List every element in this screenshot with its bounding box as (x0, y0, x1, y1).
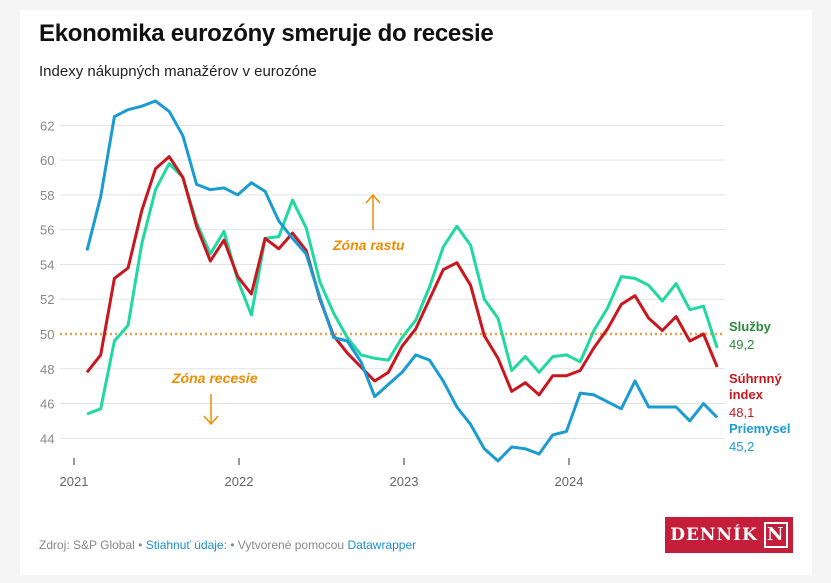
arrow-down-icon (203, 394, 219, 426)
series-line-Súhrnný index (85, 155, 719, 397)
created-text: • Vytvorené pomocou (226, 538, 348, 552)
y-tick-label: 54 (40, 257, 54, 272)
y-tick-label: 56 (40, 223, 54, 238)
footer: Zdroj: S&P Global • Stiahnuť údaje: • Vy… (39, 538, 416, 552)
y-tick-label: 58 (40, 188, 54, 203)
series-last-value: 49,2 (729, 337, 754, 352)
annotation-growth-zone: Zóna rastu (332, 237, 405, 253)
y-tick-label: 50 (40, 327, 54, 342)
annotation-recession-zone: Zóna recesie (171, 370, 258, 386)
series-last-value: 48,1 (729, 405, 754, 420)
y-tick-label: 48 (40, 362, 54, 377)
download-data-link[interactable]: Stiahnuť údaje: (145, 538, 227, 552)
y-tick-label: 52 (40, 292, 54, 307)
x-tick-label: 2021 (60, 474, 89, 489)
arrow-up-icon (365, 193, 381, 230)
x-tick-label: 2022 (225, 474, 254, 489)
y-tick-label: 62 (40, 118, 54, 133)
series-label: index (729, 387, 764, 402)
series-line-Priemysel (85, 99, 719, 463)
source-text: Zdroj: S&P Global • (39, 538, 146, 552)
dennik-n-logo: DENNÍK N (665, 517, 793, 553)
y-tick-label: 46 (40, 397, 54, 412)
chart-subtitle: Indexy nákupných manažérov v eurozóne (39, 63, 317, 80)
y-tick-label: 44 (40, 431, 54, 446)
series-last-value: 45,2 (729, 439, 754, 454)
logo-text: DENNÍK (670, 525, 758, 545)
series-label: Služby (729, 319, 772, 334)
series-label: Priemysel (729, 421, 790, 436)
x-tick-label: 2023 (390, 474, 419, 489)
datawrapper-link[interactable]: Datawrapper (347, 538, 417, 552)
y-tick-label: 60 (40, 153, 54, 168)
logo-mark: N (763, 522, 788, 548)
x-tick-label: 2024 (555, 474, 584, 489)
series-label: Súhrnný (729, 371, 782, 386)
chart-title: Ekonomika eurozóny smeruje do recesie (39, 20, 494, 47)
